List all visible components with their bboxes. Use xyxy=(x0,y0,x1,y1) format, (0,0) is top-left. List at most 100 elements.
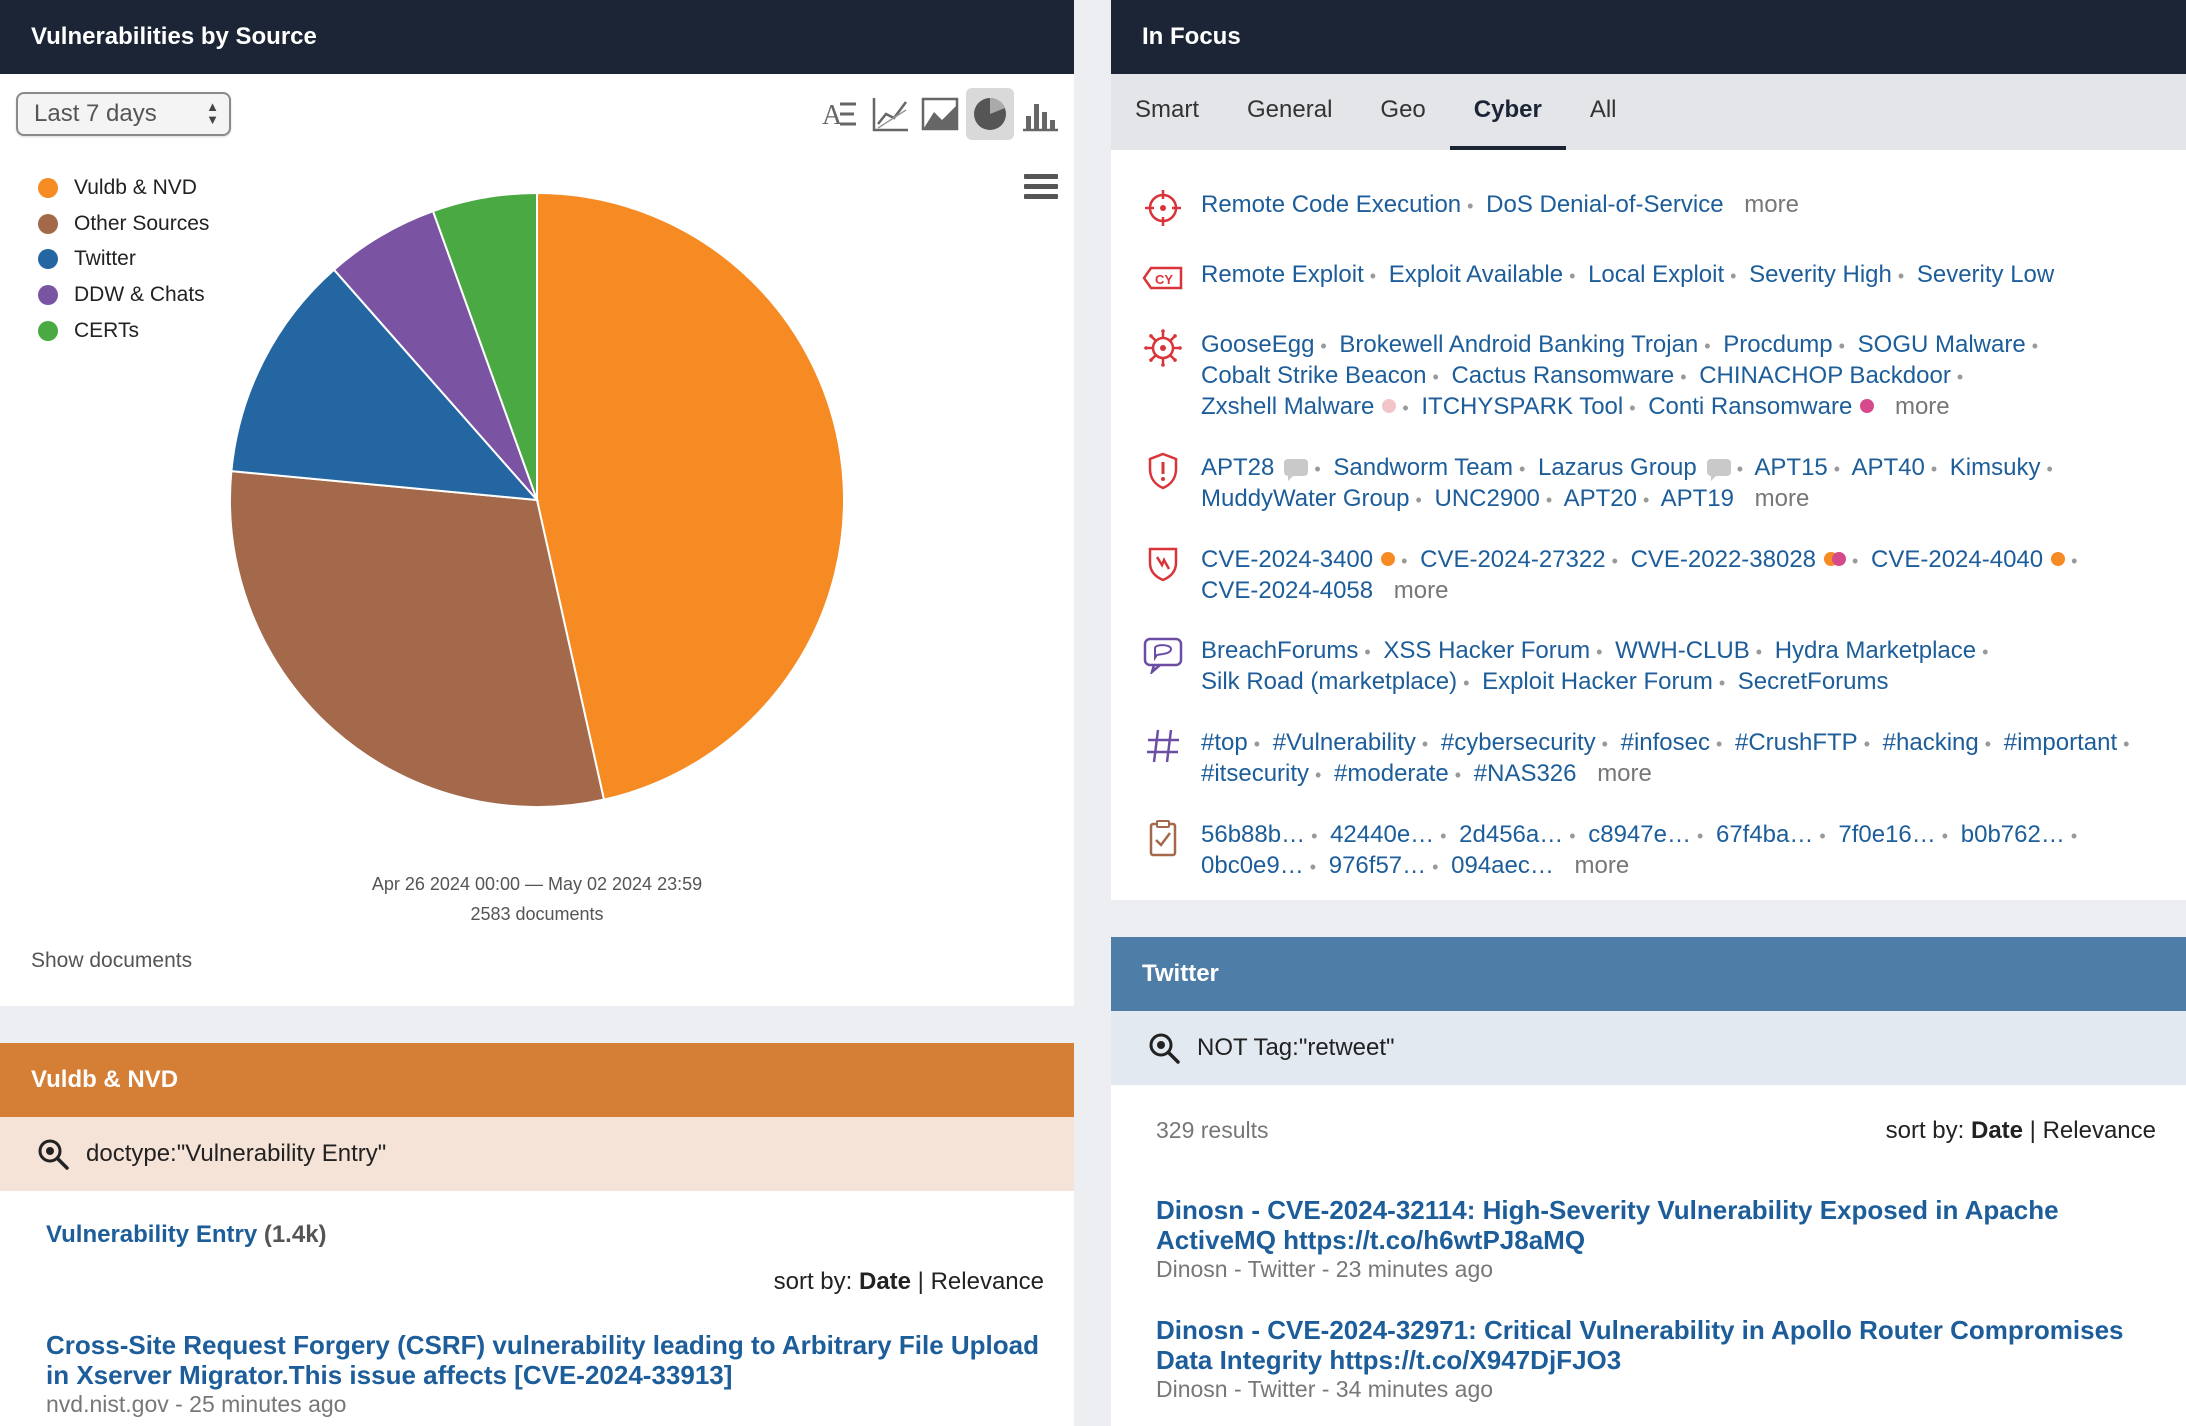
focus-tag[interactable]: CVE-2024-4058 xyxy=(1201,577,1374,604)
focus-tag[interactable]: Severity High xyxy=(1749,261,1892,288)
focus-tag[interactable]: MuddyWater Group xyxy=(1201,485,1410,512)
line-chart-icon[interactable] xyxy=(866,88,914,140)
focus-tag[interactable]: Procdump xyxy=(1723,331,1833,358)
tab-smart[interactable]: Smart xyxy=(1135,96,1200,123)
more-link[interactable]: more xyxy=(1597,760,1652,787)
result-title[interactable]: Dinosn - CVE-2024-32971: Critical Vulner… xyxy=(1156,1315,2124,1375)
focus-row-items: BreachForums • XSS Hacker Forum • WWH-CLUB… xyxy=(1201,636,2161,698)
focus-tag[interactable]: Lazarus Group xyxy=(1537,454,1697,481)
time-range-select[interactable]: Last 7 days ▲ ▼ xyxy=(16,92,231,136)
facet-label[interactable]: Vulnerability Entry xyxy=(46,1221,258,1248)
focus-row: #top • #Vulnerability • #cybersecurity • #i… xyxy=(1141,728,2161,790)
focus-tag[interactable]: Sandworm Team xyxy=(1333,454,1513,481)
focus-tag[interactable]: 67f4ba… xyxy=(1715,821,1814,848)
focus-tag[interactable]: Exploit Available xyxy=(1388,261,1564,288)
legend-item[interactable]: CERTs xyxy=(38,313,209,349)
chart-menu-icon[interactable] xyxy=(1024,174,1058,204)
focus-tag[interactable]: #NAS326 xyxy=(1473,760,1577,787)
tab-all[interactable]: All xyxy=(1589,96,1617,123)
focus-tag[interactable]: Kimsuky xyxy=(1949,454,2041,481)
focus-tag[interactable]: APT40 xyxy=(1851,454,1925,481)
focus-tag[interactable]: Silk Road (marketplace) xyxy=(1201,668,1458,695)
focus-tag[interactable]: APT28 xyxy=(1201,454,1275,481)
pie-slice-other-sources[interactable] xyxy=(228,470,606,808)
focus-tag[interactable]: Hydra Marketplace xyxy=(1774,637,1977,664)
focus-tag[interactable]: #itsecurity xyxy=(1201,760,1310,787)
focus-tag[interactable]: CHINACHOP Backdoor xyxy=(1699,362,1951,389)
pie-slice-twitter[interactable] xyxy=(230,268,540,502)
focus-tag[interactable]: c8947e… xyxy=(1588,821,1691,848)
focus-tag[interactable]: Exploit Hacker Forum xyxy=(1482,668,1713,695)
query-bar[interactable]: doctype:"Vulnerability Entry" xyxy=(0,1117,1074,1191)
more-link[interactable]: more xyxy=(1754,485,1810,512)
focus-tag[interactable]: #Vulnerability xyxy=(1272,729,1416,756)
sort-date-option[interactable]: Date xyxy=(1970,1117,2024,1144)
focus-tag[interactable]: #moderate xyxy=(1334,760,1449,787)
query-bar[interactable]: NOT Tag:"retweet" xyxy=(1111,1011,2186,1085)
focus-tag[interactable]: Cactus Ransomware xyxy=(1451,362,1675,389)
focus-tag[interactable]: 7f0e16… xyxy=(1838,821,1936,848)
focus-tag[interactable]: BreachForums xyxy=(1201,637,1359,664)
text-chart-icon[interactable]: A xyxy=(816,88,864,140)
focus-tag[interactable]: DoS Denial-of-Service xyxy=(1486,191,1724,218)
result-title[interactable]: Cross-Site Request Forgery (CSRF) vulner… xyxy=(46,1330,1039,1390)
focus-tag[interactable]: APT20 xyxy=(1563,485,1637,512)
focus-tag[interactable]: 094aec… xyxy=(1451,852,1554,879)
focus-tag[interactable]: #CrushFTP xyxy=(1734,729,1858,756)
focus-tag[interactable]: #important xyxy=(2003,729,2118,756)
pie-chart-icon[interactable] xyxy=(966,88,1014,140)
focus-tag[interactable]: CVE-2024-27322 xyxy=(1420,546,1606,573)
focus-tag[interactable]: CVE-2024-3400 xyxy=(1201,546,1374,573)
focus-tag[interactable]: 42440e… xyxy=(1330,821,1435,848)
show-documents-link[interactable]: Show documents xyxy=(31,949,193,972)
focus-tag[interactable]: Remote Exploit xyxy=(1201,261,1364,288)
focus-tag[interactable]: Severity Low xyxy=(1916,261,2055,288)
focus-tag[interactable]: #top xyxy=(1201,729,1248,756)
more-link[interactable]: more xyxy=(1894,393,1950,420)
focus-tag[interactable]: 976f57… xyxy=(1328,852,1427,879)
focus-tag[interactable]: Brokewell Android Banking Trojan xyxy=(1339,331,1699,358)
more-link[interactable]: more xyxy=(1574,852,1630,879)
focus-tag[interactable]: XSS Hacker Forum xyxy=(1383,637,1591,664)
focus-tag[interactable]: Local Exploit xyxy=(1588,261,1725,288)
focus-tag[interactable]: Conti Ransomware xyxy=(1648,393,1853,420)
focus-tag[interactable]: Remote Code Execution xyxy=(1201,191,1462,218)
focus-tag[interactable]: SOGU Malware xyxy=(1857,331,2026,358)
focus-tag[interactable]: ITCHYSPARK Tool xyxy=(1421,393,1624,420)
tab-cyber[interactable]: Cyber xyxy=(1449,74,1566,150)
sort-relevance-option[interactable]: Relevance xyxy=(930,1268,1044,1295)
focus-tag[interactable]: #cybersecurity xyxy=(1440,729,1596,756)
focus-tag[interactable]: WWH-CLUB xyxy=(1615,637,1750,664)
area-chart-icon[interactable] xyxy=(916,88,964,140)
tab-geo[interactable]: Geo xyxy=(1380,96,1426,123)
more-link[interactable]: more xyxy=(1393,577,1449,604)
bar-chart-icon[interactable] xyxy=(1016,88,1064,140)
legend-item[interactable]: DDW & Chats xyxy=(38,277,209,313)
focus-tag[interactable]: #infosec xyxy=(1620,729,1710,756)
legend-item[interactable]: Twitter xyxy=(38,242,209,278)
focus-tag[interactable]: CVE-2022-38028 xyxy=(1630,546,1817,573)
legend-item[interactable]: Vuldb & NVD xyxy=(38,170,209,206)
focus-tag[interactable]: #hacking xyxy=(1882,729,1979,756)
focus-tag[interactable]: CVE-2024-4040 xyxy=(1871,546,2044,573)
focus-tag[interactable]: 56b88b… xyxy=(1201,821,1306,848)
focus-tag[interactable]: SecretForums xyxy=(1737,668,1889,695)
focus-tag[interactable]: b0b762… xyxy=(1960,821,2065,848)
focus-tag[interactable]: 0bc0e9… xyxy=(1201,852,1304,879)
focus-tag[interactable]: APT19 xyxy=(1660,485,1734,512)
focus-tag[interactable]: GooseEgg xyxy=(1201,331,1315,358)
tab-general[interactable]: General xyxy=(1247,96,1333,123)
pie-slice-vuldb-nvd[interactable] xyxy=(536,191,845,801)
focus-tag[interactable]: Cobalt Strike Beacon xyxy=(1201,362,1427,389)
facet-filter[interactable]: Vulnerability Entry (1.4k) xyxy=(46,1221,327,1249)
sort-date-option[interactable]: Date xyxy=(858,1268,912,1295)
result-title[interactable]: Dinosn - CVE-2024-32114: High-Severity V… xyxy=(1156,1195,2059,1255)
legend-item[interactable]: Other Sources xyxy=(38,206,209,242)
focus-tag[interactable]: Zxshell Malware xyxy=(1201,393,1375,420)
focus-tag[interactable]: 2d456a… xyxy=(1459,821,1564,848)
focus-tag[interactable]: UNC2900 xyxy=(1434,485,1540,512)
focus-tag[interactable]: APT15 xyxy=(1754,454,1828,481)
sort-relevance-option[interactable]: Relevance xyxy=(2042,1117,2156,1144)
pie-slice-certs[interactable] xyxy=(431,191,538,501)
more-link[interactable]: more xyxy=(1744,191,1799,218)
